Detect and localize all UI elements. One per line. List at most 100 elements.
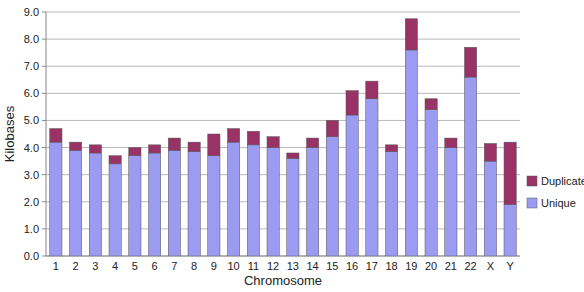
- bars: [50, 19, 516, 256]
- bar: [70, 142, 82, 150]
- bar: [307, 138, 319, 147]
- bar: [267, 148, 279, 256]
- tick-label: 3: [92, 260, 98, 272]
- bar: [326, 137, 338, 256]
- bar: [445, 138, 457, 147]
- tick: [42, 147, 46, 148]
- grid-line: [46, 39, 520, 40]
- bar: [484, 161, 496, 256]
- bar: [425, 99, 437, 110]
- bar: [346, 91, 358, 115]
- bar: [149, 153, 161, 256]
- tick: [42, 228, 46, 229]
- bar: [89, 145, 101, 153]
- tick-label: 1.0: [24, 223, 39, 235]
- bar: [228, 129, 240, 143]
- chart: 0.01.02.03.04.05.06.07.08.09.01234567891…: [0, 0, 584, 292]
- bar: [366, 99, 378, 256]
- tick: [42, 12, 46, 13]
- tick-label: 5.0: [24, 114, 39, 126]
- legend-swatch: [527, 198, 537, 208]
- bar: [208, 134, 220, 156]
- tick-label: 18: [386, 260, 398, 272]
- tick-label: 2: [73, 260, 79, 272]
- bar: [168, 138, 180, 150]
- bar: [109, 164, 121, 256]
- tick-label: 6: [152, 260, 158, 272]
- tick-label: 8: [191, 260, 197, 272]
- bar: [504, 142, 516, 204]
- bar: [247, 145, 259, 256]
- tick-label: Y: [506, 260, 514, 272]
- tick-label: 11: [248, 260, 259, 272]
- tick-label: 3.0: [24, 169, 39, 181]
- tick-label: 9: [211, 260, 217, 272]
- bar: [405, 50, 417, 256]
- y-axis: [46, 12, 47, 256]
- bar: [465, 47, 477, 77]
- tick-label: 9.0: [24, 6, 39, 18]
- tick-label: 5: [132, 260, 138, 272]
- bar: [129, 156, 141, 256]
- bar: [386, 145, 398, 152]
- bar: [445, 148, 457, 256]
- bar: [228, 142, 240, 256]
- bar: [89, 153, 101, 256]
- tick-label: X: [487, 260, 495, 272]
- bar: [326, 120, 338, 136]
- legend: Duplicate Unique: [527, 175, 584, 209]
- legend-label: Duplicate: [541, 175, 584, 187]
- tick-label: 4.0: [24, 142, 39, 154]
- bar: [188, 142, 200, 151]
- bar: [346, 115, 358, 256]
- bar: [425, 110, 437, 256]
- x-axis-title: Chromosome: [244, 273, 322, 288]
- legend-label: Unique: [541, 197, 576, 209]
- bar: [405, 19, 417, 50]
- grid-line: [46, 12, 520, 13]
- tick: [42, 120, 46, 121]
- bar: [188, 152, 200, 256]
- tick-label: 14: [307, 260, 319, 272]
- tick-label: 20: [425, 260, 437, 272]
- bar: [129, 148, 141, 156]
- tick-label: 16: [346, 260, 358, 272]
- tick: [42, 39, 46, 40]
- bar: [287, 153, 299, 158]
- tick: [42, 256, 46, 257]
- bar: [50, 129, 62, 143]
- bar: [465, 77, 477, 256]
- tick-label: 2.0: [24, 196, 39, 208]
- y-axis-title: Kilobases: [2, 105, 17, 162]
- grid-line: [46, 93, 520, 94]
- tick-label: 19: [405, 260, 417, 272]
- tick-label: 22: [465, 260, 477, 272]
- tick-label: 8.0: [24, 33, 39, 45]
- bar: [50, 142, 62, 256]
- grid-line: [46, 66, 520, 67]
- bar: [208, 156, 220, 256]
- tick-label: 17: [366, 260, 378, 272]
- bar: [366, 81, 378, 99]
- tick-label: 6.0: [24, 87, 39, 99]
- tick-label: 4: [112, 260, 118, 272]
- tick: [42, 93, 46, 94]
- tick-label: 21: [445, 260, 457, 272]
- tick-label: 13: [287, 260, 299, 272]
- legend-swatch: [527, 176, 537, 186]
- bar: [247, 131, 259, 145]
- tick-label: 15: [326, 260, 338, 272]
- bar: [70, 150, 82, 256]
- tick-label: 1: [53, 260, 59, 272]
- tick-label: 7: [171, 260, 177, 272]
- bar: [168, 150, 180, 256]
- grid-line: [46, 120, 520, 121]
- bar: [109, 156, 121, 164]
- bar: [307, 148, 319, 256]
- tick-label: 10: [228, 260, 240, 272]
- tick-label: 0.0: [24, 250, 39, 262]
- tick: [42, 174, 46, 175]
- tick-label: 12: [267, 260, 279, 272]
- bar: [267, 137, 279, 148]
- bar: [386, 152, 398, 256]
